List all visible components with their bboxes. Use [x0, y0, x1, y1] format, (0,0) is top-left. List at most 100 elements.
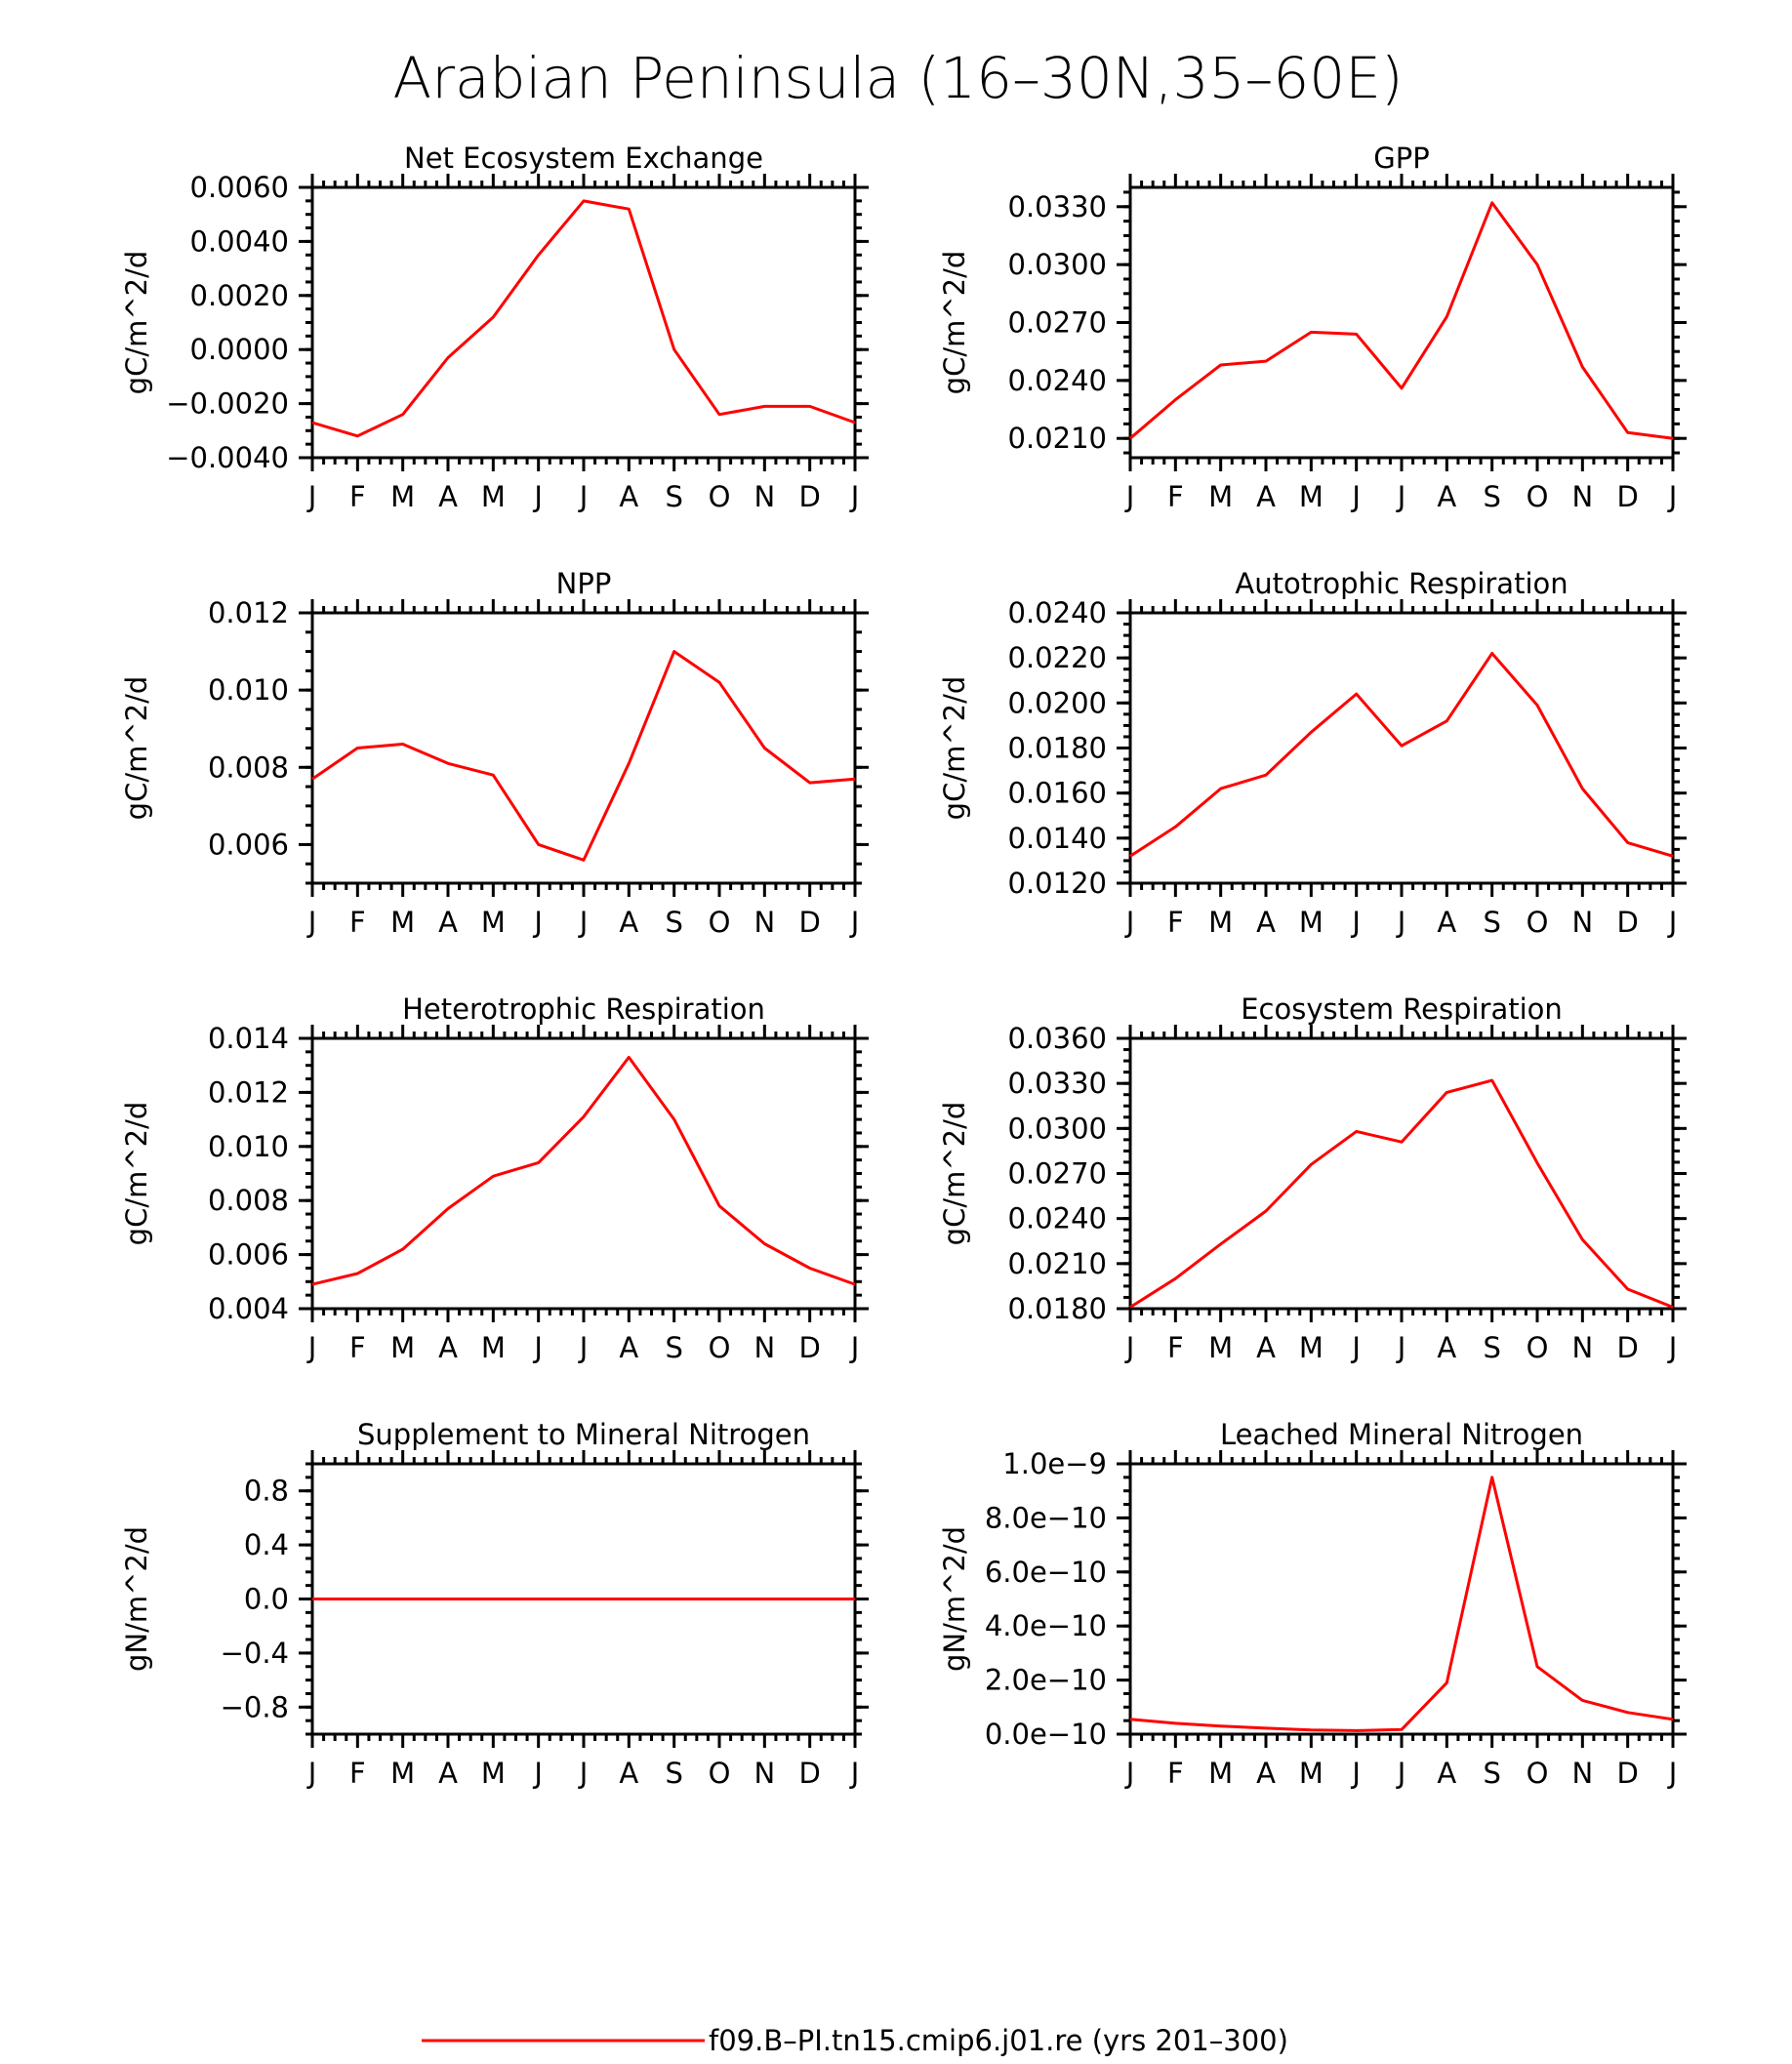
x-tick-label: J [1396, 1331, 1406, 1364]
series-line [1129, 1078, 1674, 1309]
x-tick-label: M [1208, 906, 1233, 939]
x-tick-label: J [1350, 1757, 1361, 1790]
x-tick-label: S [665, 1757, 682, 1790]
x-tick-label: J [1667, 480, 1678, 513]
x-tick-label: A [619, 1331, 638, 1364]
y-tick-label: 0.0000 [190, 333, 289, 366]
y-tick-label: 0.4 [244, 1528, 289, 1561]
y-tick-label: 0.0 [244, 1583, 289, 1616]
x-tick-label: M [481, 1757, 506, 1790]
y-tick-label: 0.010 [208, 1130, 289, 1163]
y-tick-label: 0.0040 [190, 224, 289, 258]
x-tick-label: D [1616, 480, 1638, 513]
x-tick-label: J [1396, 906, 1406, 939]
panel-title: GPP [1373, 142, 1429, 175]
x-tick-label: A [438, 480, 458, 513]
x-tick-label: J [578, 480, 589, 513]
x-tick-label: A [619, 480, 638, 513]
y-tick-label: 0.014 [208, 1022, 289, 1055]
x-tick-label: N [753, 480, 775, 513]
y-tick-label: 1.0e−9 [1002, 1447, 1107, 1480]
y-tick-label: 0.0270 [1008, 306, 1107, 340]
x-tick-label: A [619, 1757, 638, 1790]
x-tick-label: A [438, 1757, 458, 1790]
x-tick-label: A [1437, 906, 1456, 939]
y-tick-label: −0.8 [221, 1690, 289, 1723]
y-tick-label: 0.0210 [1008, 422, 1107, 455]
x-tick-label: J [532, 1331, 543, 1364]
x-tick-label: J [849, 906, 860, 939]
x-tick-label: S [665, 906, 682, 939]
panel-title: Heterotrophic Respiration [402, 992, 765, 1026]
series-line [1129, 652, 1674, 858]
x-tick-label: A [1437, 1757, 1456, 1790]
x-tick-label: J [578, 906, 589, 939]
panel-title: Net Ecosystem Exchange [404, 142, 763, 175]
y-tick-label: 0.012 [208, 596, 289, 629]
x-tick-label: J [306, 906, 317, 939]
x-tick-label: F [1167, 480, 1184, 513]
x-tick-label: A [1256, 1331, 1276, 1364]
x-tick-label: A [1256, 480, 1276, 513]
x-tick-label: M [1299, 1757, 1324, 1790]
x-tick-label: J [1350, 1331, 1361, 1364]
x-tick-label: J [1124, 1331, 1135, 1364]
x-tick-label: J [1667, 1331, 1678, 1364]
y-axis-label: gC/m^2/d [938, 676, 971, 821]
y-axis-label: gC/m^2/d [938, 251, 971, 395]
y-tick-label: 0.0020 [190, 279, 289, 312]
series-line [311, 1055, 856, 1286]
panel-title: Leached Mineral Nitrogen [1220, 1418, 1583, 1451]
x-tick-label: N [753, 1331, 775, 1364]
plot-frame [1128, 611, 1675, 885]
x-tick-label: D [1616, 906, 1638, 939]
y-tick-label: 0.0210 [1008, 1247, 1107, 1280]
x-tick-label: J [1350, 906, 1361, 939]
x-tick-label: J [1124, 1757, 1135, 1790]
x-tick-label: N [753, 906, 775, 939]
x-tick-label: O [709, 1757, 731, 1790]
x-tick-label: M [390, 1331, 415, 1364]
x-tick-label: M [481, 1331, 506, 1364]
plot-frame [310, 185, 857, 460]
series-line [311, 199, 856, 438]
x-tick-label: M [481, 480, 506, 513]
x-tick-label: N [1571, 906, 1593, 939]
y-axis-label: gC/m^2/d [120, 1102, 153, 1246]
x-tick-label: O [1527, 906, 1549, 939]
x-tick-label: D [798, 906, 820, 939]
y-tick-label: 0.008 [208, 1184, 289, 1217]
x-tick-label: J [1124, 906, 1135, 939]
x-tick-label: O [1527, 1757, 1549, 1790]
x-tick-label: F [1167, 1331, 1184, 1364]
x-tick-label: N [1571, 480, 1593, 513]
x-tick-label: S [1483, 1757, 1500, 1790]
x-tick-label: J [578, 1331, 589, 1364]
x-tick-label: J [1124, 480, 1135, 513]
x-tick-label: J [849, 1331, 860, 1364]
x-tick-label: J [306, 1757, 317, 1790]
x-tick-label: A [1256, 1757, 1276, 1790]
x-tick-label: D [798, 1331, 820, 1364]
x-tick-label: M [1208, 1331, 1233, 1364]
series-line [311, 650, 856, 862]
y-tick-label: 0.0e−10 [985, 1718, 1107, 1751]
x-tick-label: S [1483, 1331, 1500, 1364]
x-tick-label: D [1616, 1757, 1638, 1790]
y-tick-label: 0.0300 [1008, 1112, 1107, 1145]
y-tick-label: 0.0240 [1008, 596, 1107, 629]
y-tick-label: 0.0120 [1008, 867, 1107, 900]
y-tick-label: −0.0020 [166, 387, 289, 421]
x-tick-label: S [665, 1331, 682, 1364]
y-tick-label: 0.0240 [1008, 1202, 1107, 1235]
figure-title: Arabian Peninsula (16–30N,35–60E) [393, 45, 1404, 111]
x-tick-label: O [709, 1331, 731, 1364]
x-tick-label: F [1167, 906, 1184, 939]
y-tick-label: 0.0300 [1008, 248, 1107, 281]
